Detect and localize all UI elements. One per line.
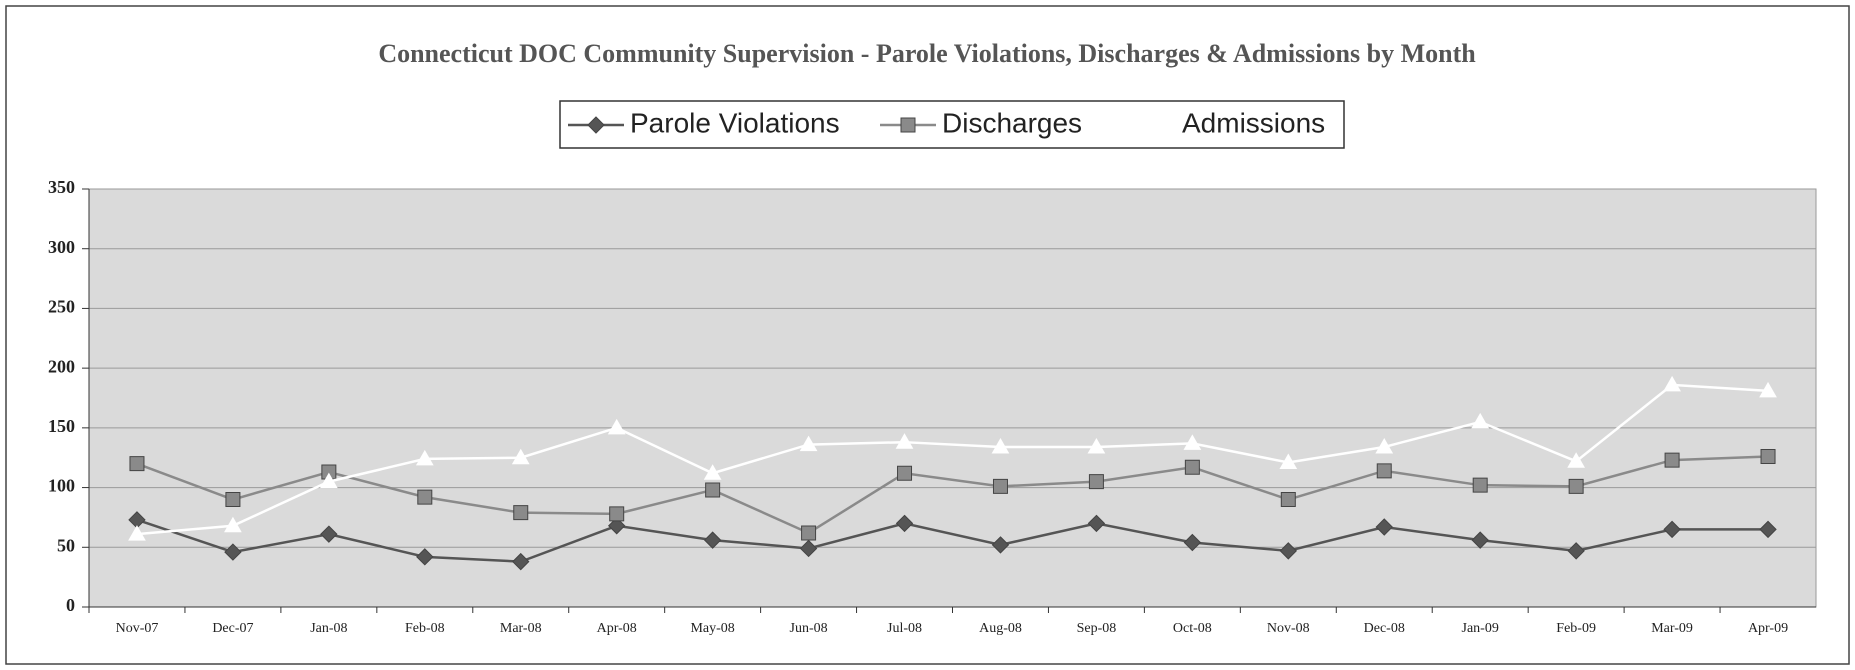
y-tick-label: 300	[48, 237, 75, 257]
x-tick-label: Feb-09	[1556, 621, 1596, 636]
marker	[992, 478, 1008, 494]
x-tick-label: Dec-08	[1364, 621, 1405, 636]
y-tick-label: 50	[57, 535, 75, 555]
series-line	[136, 518, 1769, 563]
x-tick-label: Nov-07	[116, 621, 159, 636]
legend: Parole Violations Discharges Admissions	[568, 107, 1325, 138]
marker	[609, 506, 625, 522]
marker	[319, 472, 338, 489]
marker	[991, 536, 1010, 554]
marker	[1183, 533, 1202, 552]
y-tick-label: 350	[48, 177, 75, 197]
marker	[1664, 452, 1680, 468]
marker	[900, 117, 916, 133]
x-tick-label: Aug-08	[979, 621, 1022, 636]
x-tick-label: Feb-08	[405, 621, 445, 636]
legend-label: Discharges	[942, 107, 1082, 138]
marker	[1280, 492, 1296, 508]
series-line	[136, 455, 1769, 535]
marker	[1567, 452, 1586, 468]
marker	[224, 543, 242, 561]
y-tick-label: 150	[48, 416, 75, 436]
marker	[511, 448, 530, 465]
x-tick-label: Oct-08	[1173, 621, 1212, 636]
marker	[1375, 518, 1393, 536]
marker	[1087, 437, 1106, 454]
marker	[607, 418, 626, 435]
x-tick-label: Dec-07	[212, 621, 253, 636]
marker	[703, 531, 722, 549]
marker	[225, 492, 241, 508]
y-tick-label: 100	[48, 476, 75, 496]
x-tick-label: May-08	[690, 621, 734, 636]
marker	[705, 482, 721, 498]
marker	[587, 116, 605, 134]
legend-box	[559, 100, 1345, 149]
legend-label: Admissions	[1182, 107, 1325, 138]
marker	[224, 516, 242, 533]
marker	[1760, 449, 1776, 465]
marker	[129, 456, 145, 472]
marker	[1279, 453, 1298, 469]
x-tick-label: Jan-08	[310, 621, 347, 636]
marker	[1087, 514, 1106, 533]
chart-title: Connecticut DOC Community Supervision - …	[378, 39, 1476, 68]
y-tick-label: 0	[66, 595, 75, 615]
marker	[1471, 531, 1489, 549]
marker	[801, 525, 817, 541]
series-line	[136, 383, 1769, 536]
x-tick-label: Mar-08	[500, 621, 542, 636]
marker	[1471, 412, 1490, 429]
marker	[1472, 477, 1488, 493]
x-tick-label: Mar-09	[1651, 621, 1693, 636]
marker	[897, 465, 913, 481]
marker	[1759, 381, 1777, 398]
marker	[1279, 542, 1298, 560]
marker	[607, 517, 626, 535]
marker	[991, 437, 1010, 454]
marker	[1663, 375, 1681, 392]
marker	[895, 514, 914, 533]
marker	[320, 525, 338, 543]
x-tick-label: Nov-08	[1267, 621, 1310, 636]
legend-label: Parole Violations	[630, 107, 840, 138]
x-tick-label: Sep-08	[1077, 621, 1117, 636]
marker	[1139, 115, 1157, 132]
marker	[1183, 434, 1202, 450]
marker	[703, 464, 722, 480]
marker	[1376, 463, 1392, 479]
marker	[799, 435, 818, 452]
marker	[1184, 459, 1200, 475]
x-tick-label: Jun-08	[790, 621, 828, 636]
marker	[1375, 437, 1394, 454]
x-tick-label: Jan-09	[1462, 621, 1499, 636]
y-tick-label: 250	[48, 297, 75, 317]
marker	[512, 552, 530, 571]
marker	[513, 505, 529, 521]
marker	[1759, 520, 1777, 539]
x-tick-label: Jul-08	[887, 621, 922, 636]
plot-area	[88, 188, 1817, 608]
marker	[1567, 542, 1585, 560]
marker	[416, 548, 434, 566]
marker	[895, 433, 914, 449]
marker	[1088, 474, 1104, 490]
x-tick-label: Apr-09	[1748, 621, 1788, 636]
y-tick-label: 200	[48, 356, 75, 376]
marker	[799, 539, 818, 558]
x-tick-label: Apr-08	[597, 621, 637, 636]
marker	[417, 489, 433, 505]
marker	[1568, 478, 1584, 494]
marker	[1663, 520, 1681, 539]
marker	[128, 525, 146, 541]
marker	[415, 449, 434, 466]
